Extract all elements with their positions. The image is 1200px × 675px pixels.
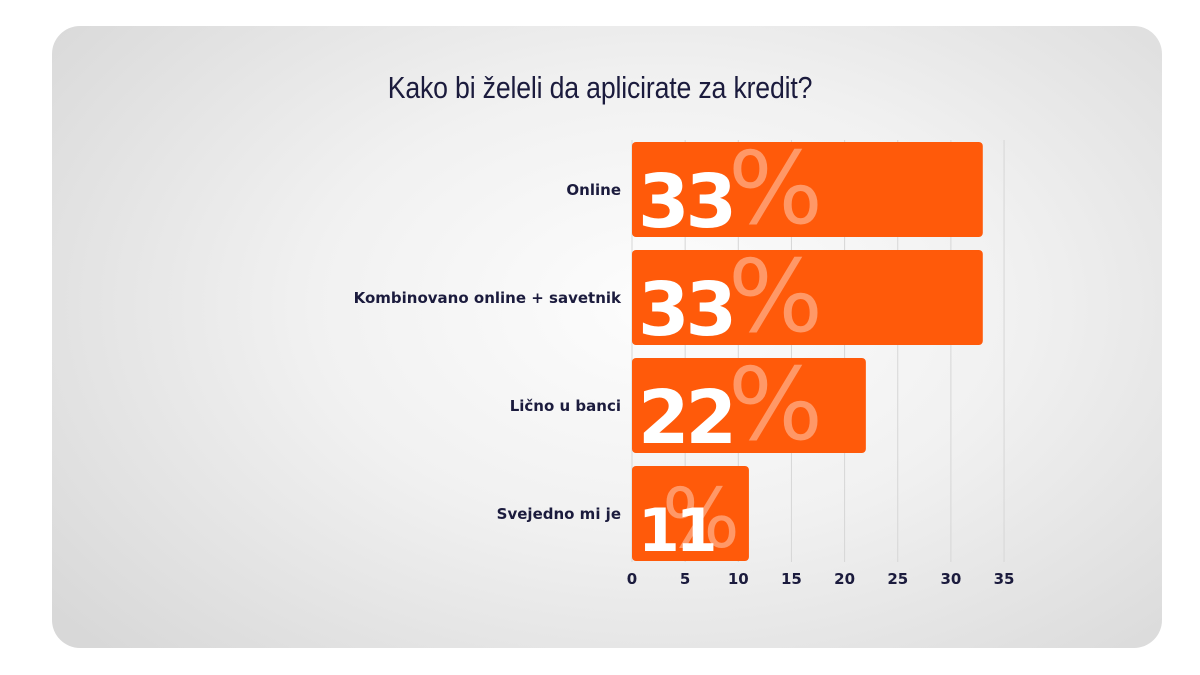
x-axis-ticks: 0 5 10 15 20 25 30 35: [627, 570, 1015, 588]
bar: [632, 358, 866, 453]
category-label: Svejedno mi je: [497, 505, 621, 523]
x-tick-label: 35: [994, 570, 1015, 588]
x-tick-label: 0: [627, 570, 637, 588]
category-label: Kombinovano online + savetnik: [354, 289, 622, 307]
percent-sign: %: [728, 130, 823, 247]
bar: [632, 466, 749, 561]
category-label: Lično u banci: [510, 397, 621, 415]
percent-sign: %: [728, 346, 823, 463]
x-tick-label: 30: [940, 570, 961, 588]
bars: 33%33%22%11%: [632, 130, 983, 567]
chart-title: Kako bi želeli da aplicirate za kredit?: [387, 70, 813, 105]
percent-sign: %: [662, 472, 740, 567]
x-tick-label: 20: [834, 570, 855, 588]
bar-value-label: 11: [638, 496, 714, 566]
bar-value-label: 22: [638, 375, 733, 461]
category-label: Online: [566, 181, 621, 199]
bar-value-label: 33: [638, 267, 733, 353]
x-tick-label: 10: [728, 570, 749, 588]
x-tick-label: 25: [887, 570, 908, 588]
bar: [632, 142, 983, 237]
x-tick-label: 15: [781, 570, 802, 588]
percent-sign: %: [728, 238, 823, 355]
bar-value-label: 33: [638, 159, 733, 245]
x-tick-label: 5: [680, 570, 690, 588]
category-labels: Online Kombinovano online + savetnik Lično…: [354, 181, 622, 523]
bar: [632, 250, 983, 345]
